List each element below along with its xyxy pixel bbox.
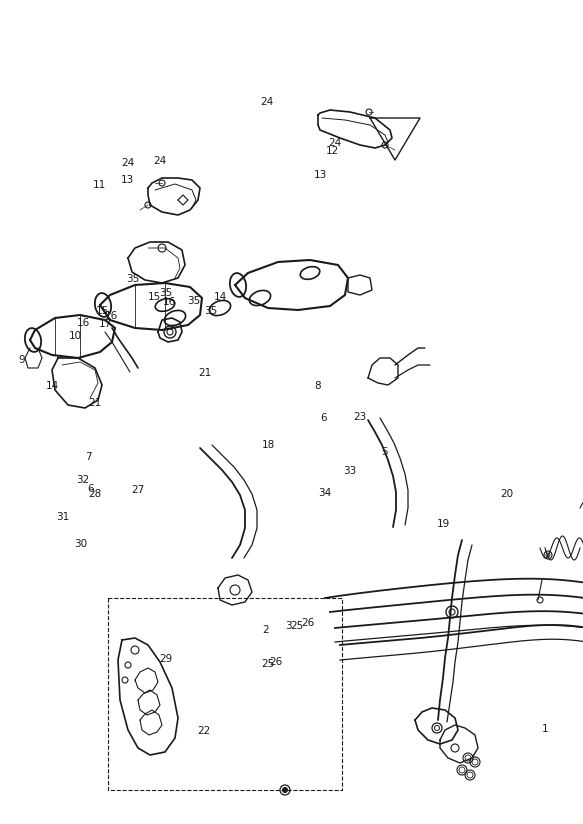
Text: 25: 25 — [262, 659, 275, 669]
Text: 26: 26 — [301, 618, 314, 628]
Text: 25: 25 — [291, 621, 304, 631]
Text: 7: 7 — [85, 452, 92, 462]
Text: 24: 24 — [154, 156, 167, 166]
Text: 11: 11 — [93, 180, 106, 190]
Text: 34: 34 — [318, 488, 331, 498]
Text: 35: 35 — [160, 288, 173, 297]
Text: 20: 20 — [501, 489, 514, 499]
Text: 27: 27 — [132, 485, 145, 495]
Text: 15: 15 — [96, 307, 108, 316]
Text: 32: 32 — [76, 475, 89, 485]
Text: 24: 24 — [261, 97, 273, 107]
Text: 30: 30 — [74, 539, 87, 549]
Text: 21: 21 — [89, 398, 101, 408]
Text: 31: 31 — [57, 512, 69, 522]
Text: 16: 16 — [77, 318, 90, 328]
Text: 13: 13 — [314, 170, 327, 180]
Text: 6: 6 — [87, 485, 94, 494]
Text: 35: 35 — [187, 296, 200, 306]
Text: 18: 18 — [262, 440, 275, 450]
Text: 35: 35 — [127, 274, 139, 283]
Text: 6: 6 — [320, 413, 327, 423]
Text: 29: 29 — [160, 654, 173, 664]
Text: 10: 10 — [69, 331, 82, 341]
Text: 19: 19 — [437, 519, 449, 529]
Text: 12: 12 — [326, 146, 339, 156]
Text: 15: 15 — [148, 292, 161, 302]
Text: 21: 21 — [199, 368, 212, 378]
Text: 14: 14 — [46, 381, 59, 391]
Text: 8: 8 — [314, 381, 321, 391]
Text: 24: 24 — [122, 158, 135, 168]
Text: 16: 16 — [106, 311, 118, 321]
Text: 13: 13 — [121, 175, 134, 185]
Text: 2: 2 — [262, 625, 269, 635]
Text: 26: 26 — [269, 658, 282, 667]
Circle shape — [283, 788, 287, 793]
Text: 22: 22 — [198, 726, 210, 736]
Text: 1: 1 — [542, 724, 549, 734]
Text: 35: 35 — [205, 307, 217, 316]
Text: 23: 23 — [354, 412, 367, 422]
Text: 16: 16 — [163, 297, 175, 307]
Text: 17: 17 — [99, 319, 111, 329]
Text: 33: 33 — [343, 466, 356, 476]
Text: 5: 5 — [381, 447, 388, 456]
Text: 9: 9 — [19, 355, 26, 365]
Text: 14: 14 — [214, 292, 227, 302]
Text: 3: 3 — [285, 621, 292, 631]
Text: 24: 24 — [329, 138, 342, 147]
Text: 28: 28 — [88, 489, 101, 499]
